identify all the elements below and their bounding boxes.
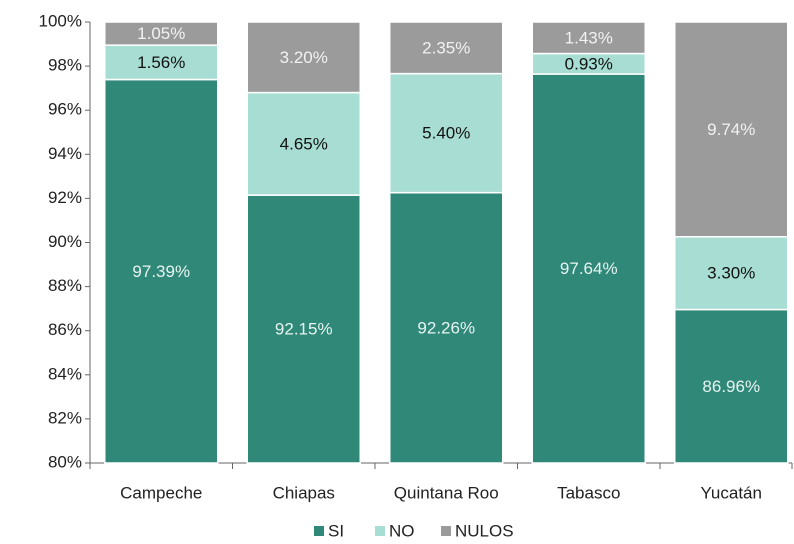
data-label: 92.26%: [417, 318, 475, 337]
data-label: 9.74%: [707, 120, 755, 139]
y-tick-label: 88%: [48, 276, 82, 295]
x-tick-label: Tabasco: [557, 483, 620, 502]
bar-segment: [389, 21, 504, 75]
data-label: 1.43%: [565, 28, 613, 47]
bar-segment: [674, 308, 789, 464]
y-tick-label: 92%: [48, 188, 82, 207]
bar-segment: [531, 73, 646, 464]
legend-label: NULOS: [455, 521, 514, 540]
y-tick-label: 100%: [39, 11, 82, 30]
data-label: 1.56%: [137, 53, 185, 72]
y-tick-label: 82%: [48, 408, 82, 427]
x-tick-label: Yucatán: [701, 483, 762, 502]
data-label: 92.15%: [275, 320, 333, 339]
data-label: 2.35%: [422, 38, 470, 57]
bar-segment: [531, 21, 646, 55]
data-label: 97.39%: [132, 262, 190, 281]
data-label: 86.96%: [702, 377, 760, 396]
y-tick-label: 80%: [48, 452, 82, 471]
bar-segment: [104, 21, 219, 46]
legend-swatch: [314, 526, 324, 536]
x-tick-label: Campeche: [120, 483, 202, 502]
y-tick-label: 86%: [48, 320, 82, 339]
legend-label: NO: [389, 521, 415, 540]
y-tick-label: 90%: [48, 232, 82, 251]
bar-segment: [389, 191, 504, 464]
data-label: 4.65%: [280, 134, 328, 153]
legend-swatch: [375, 526, 385, 536]
legend-swatch: [441, 526, 451, 536]
bar-segment: [104, 44, 219, 81]
y-tick-label: 84%: [48, 364, 82, 383]
y-tick-label: 94%: [48, 144, 82, 163]
bar-segment: [674, 236, 789, 311]
data-label: 1.05%: [137, 24, 185, 43]
legend-label: SI: [328, 521, 344, 540]
data-label: 0.93%: [565, 54, 613, 73]
bar-segment: [246, 194, 361, 464]
y-tick-label: 98%: [48, 56, 82, 75]
data-label: 3.30%: [707, 264, 755, 283]
bar-segment: [389, 72, 504, 194]
data-label: 5.40%: [422, 124, 470, 143]
y-tick-label: 96%: [48, 100, 82, 119]
x-tick-label: Chiapas: [273, 483, 335, 502]
bar-segment: [674, 21, 789, 238]
data-label: 97.64%: [560, 259, 618, 278]
data-label: 3.20%: [280, 48, 328, 67]
x-tick-label: Quintana Roo: [394, 483, 499, 502]
bar-segment: [246, 21, 361, 94]
